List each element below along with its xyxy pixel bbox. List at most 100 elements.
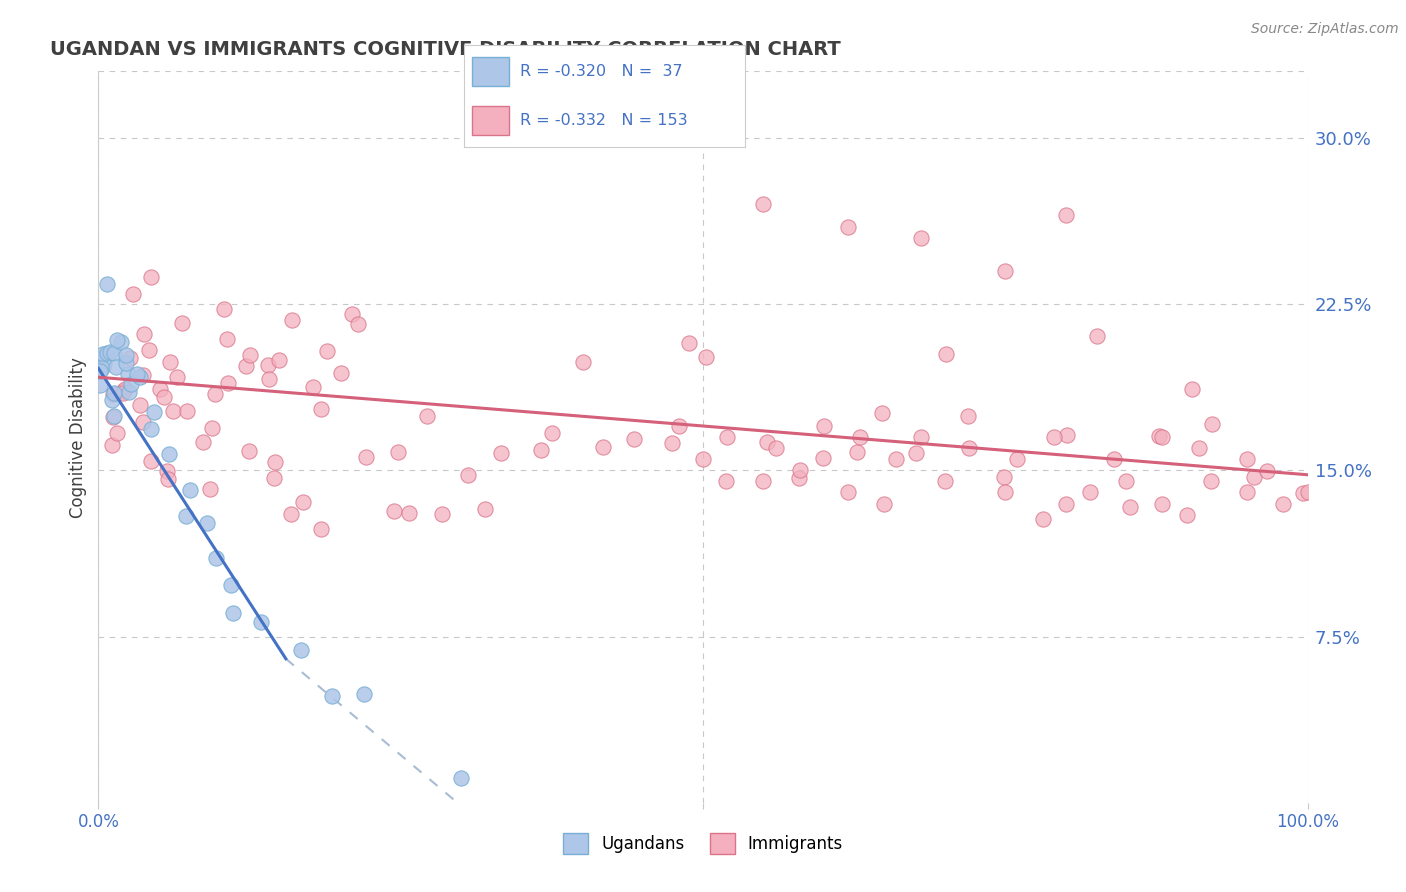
Point [1152,430,1174,444]
Point [354,450,377,464]
Text: UGANDAN VS IMMIGRANTS COGNITIVE DISABILITY CORRELATION CHART: UGANDAN VS IMMIGRANTS COGNITIVE DISABILI… [51,39,841,59]
Point [205,551,228,566]
Point [302,380,325,394]
Point [219,578,242,592]
Point [257,358,280,372]
Point [110,334,132,349]
Point [176,508,198,523]
Point [321,689,343,703]
Point [131,415,153,429]
Point [96,346,118,360]
Point [212,302,235,317]
Point [290,643,312,657]
Text: R = -0.332   N = 153: R = -0.332 N = 153 [520,113,688,128]
Point [1188,441,1211,455]
Point [752,475,775,489]
Point [217,332,239,346]
Point [134,327,156,342]
Point [846,445,869,459]
Point [120,376,142,391]
Point [191,434,214,449]
Point [179,483,201,497]
Point [100,345,122,359]
Point [692,452,714,467]
Point [132,368,155,383]
Point [1115,475,1137,489]
Text: Source: ZipAtlas.com: Source: ZipAtlas.com [1251,22,1399,37]
Point [91,347,114,361]
Point [166,369,188,384]
Point [849,430,872,444]
Point [342,307,364,321]
Point [716,430,738,444]
Point [141,269,163,284]
Point [309,522,332,536]
Point [904,446,927,460]
Point [89,351,111,366]
Point [430,507,453,521]
Point [1296,485,1319,500]
Point [89,377,111,392]
Point [195,516,218,530]
Point [1119,500,1142,515]
Y-axis label: Cognitive Disability: Cognitive Disability [69,357,87,517]
Point [661,435,683,450]
Point [1054,497,1077,511]
Point [235,359,257,373]
Point [1078,485,1101,500]
Point [1032,512,1054,526]
Point [1054,209,1077,223]
Point [346,317,368,331]
Point [101,386,124,401]
Point [1175,508,1198,522]
Point [111,386,134,401]
Point [250,615,273,629]
Point [765,441,787,455]
Point [886,452,908,467]
Point [222,607,245,621]
Point [1292,486,1315,500]
Point [1085,329,1108,343]
Point [837,219,859,234]
Point [994,485,1017,500]
Point [103,409,125,423]
Point [1056,428,1078,442]
Point [238,443,260,458]
Point [398,506,420,520]
Point [129,398,152,412]
Point [935,347,957,361]
Point [138,343,160,357]
Point [149,382,172,396]
Point [159,354,181,368]
Point [139,422,162,436]
Point [114,382,136,396]
Point [1201,417,1223,432]
Point [311,401,333,416]
Point [592,440,614,454]
Point [117,367,139,381]
Point [934,475,956,489]
Point [120,351,142,366]
Point [105,359,128,374]
Point [789,463,811,477]
Point [571,355,593,369]
Point [157,447,180,461]
Point [204,386,226,401]
Point [957,409,980,423]
Point [111,384,134,398]
Point [103,386,125,401]
Point [1152,497,1174,511]
Point [96,277,118,291]
Point [176,403,198,417]
Point [89,364,111,378]
Point [910,430,932,444]
Point [103,346,125,360]
Point [910,230,932,244]
Point [993,470,1015,484]
Point [269,352,291,367]
Point [105,426,128,441]
Point [353,687,375,701]
Point [316,343,339,358]
Point [752,197,775,211]
Point [91,361,114,376]
